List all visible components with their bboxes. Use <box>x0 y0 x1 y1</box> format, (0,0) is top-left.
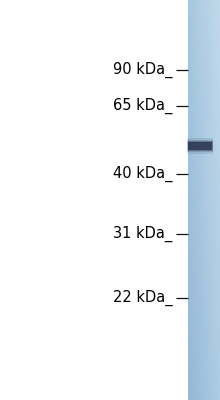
Text: 65 kDa_: 65 kDa_ <box>113 98 173 114</box>
Bar <box>187 138 213 154</box>
Text: 31 kDa_: 31 kDa_ <box>114 226 173 242</box>
Bar <box>188 142 212 150</box>
Text: 22 kDa_: 22 kDa_ <box>113 290 173 306</box>
Bar <box>188 141 213 151</box>
Bar <box>187 140 213 152</box>
Text: 90 kDa_: 90 kDa_ <box>113 62 173 78</box>
Text: 40 kDa_: 40 kDa_ <box>113 166 173 182</box>
